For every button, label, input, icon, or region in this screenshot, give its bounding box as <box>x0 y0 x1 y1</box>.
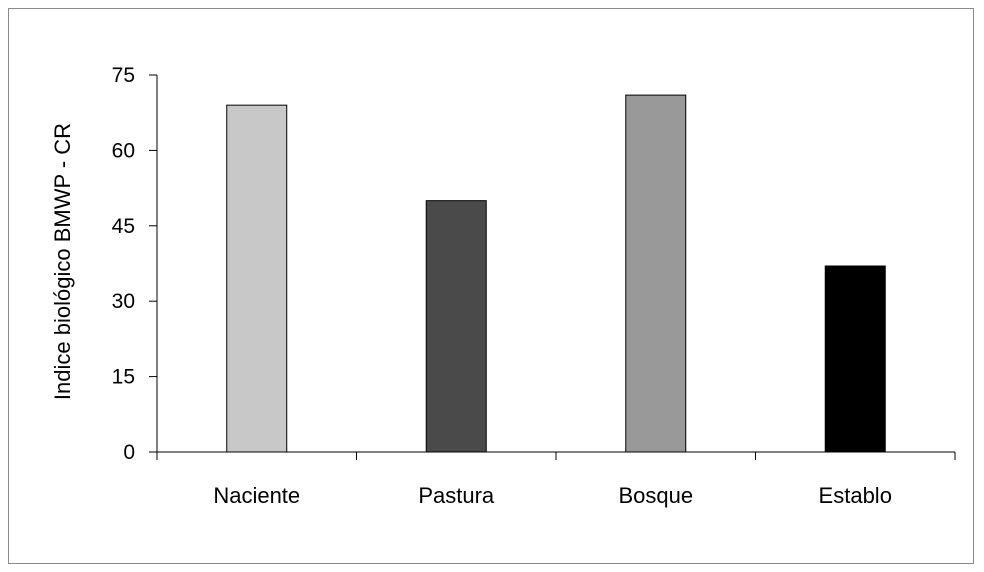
y-tick-label: 15 <box>112 366 135 389</box>
bar-bosque <box>625 94 687 453</box>
x-axis: Naciente Pastura Bosque Establo <box>156 451 956 508</box>
y-tick-label: 30 <box>112 290 135 313</box>
x-tick-label: Bosque <box>618 483 693 508</box>
y-tick-label: 45 <box>112 215 135 238</box>
x-tick-label: Pastura <box>418 483 495 508</box>
y-axis: 0 15 30 45 60 75 <box>112 64 158 464</box>
bar-pastura <box>425 200 487 453</box>
x-tick-label: Naciente <box>213 483 300 508</box>
y-axis-title: Indice biológico BMWP - CR <box>50 123 75 400</box>
y-tick-label: 60 <box>112 139 135 162</box>
bars <box>226 94 886 453</box>
y-tick-label: 75 <box>112 64 135 87</box>
chart-frame <box>8 8 974 564</box>
x-tick-label: Establo <box>819 483 892 508</box>
bar-establo <box>824 265 886 453</box>
y-tick-label: 0 <box>123 441 135 464</box>
y-axis-title-group: Indice biológico BMWP - CR <box>50 123 75 400</box>
bar-naciente <box>226 104 288 453</box>
